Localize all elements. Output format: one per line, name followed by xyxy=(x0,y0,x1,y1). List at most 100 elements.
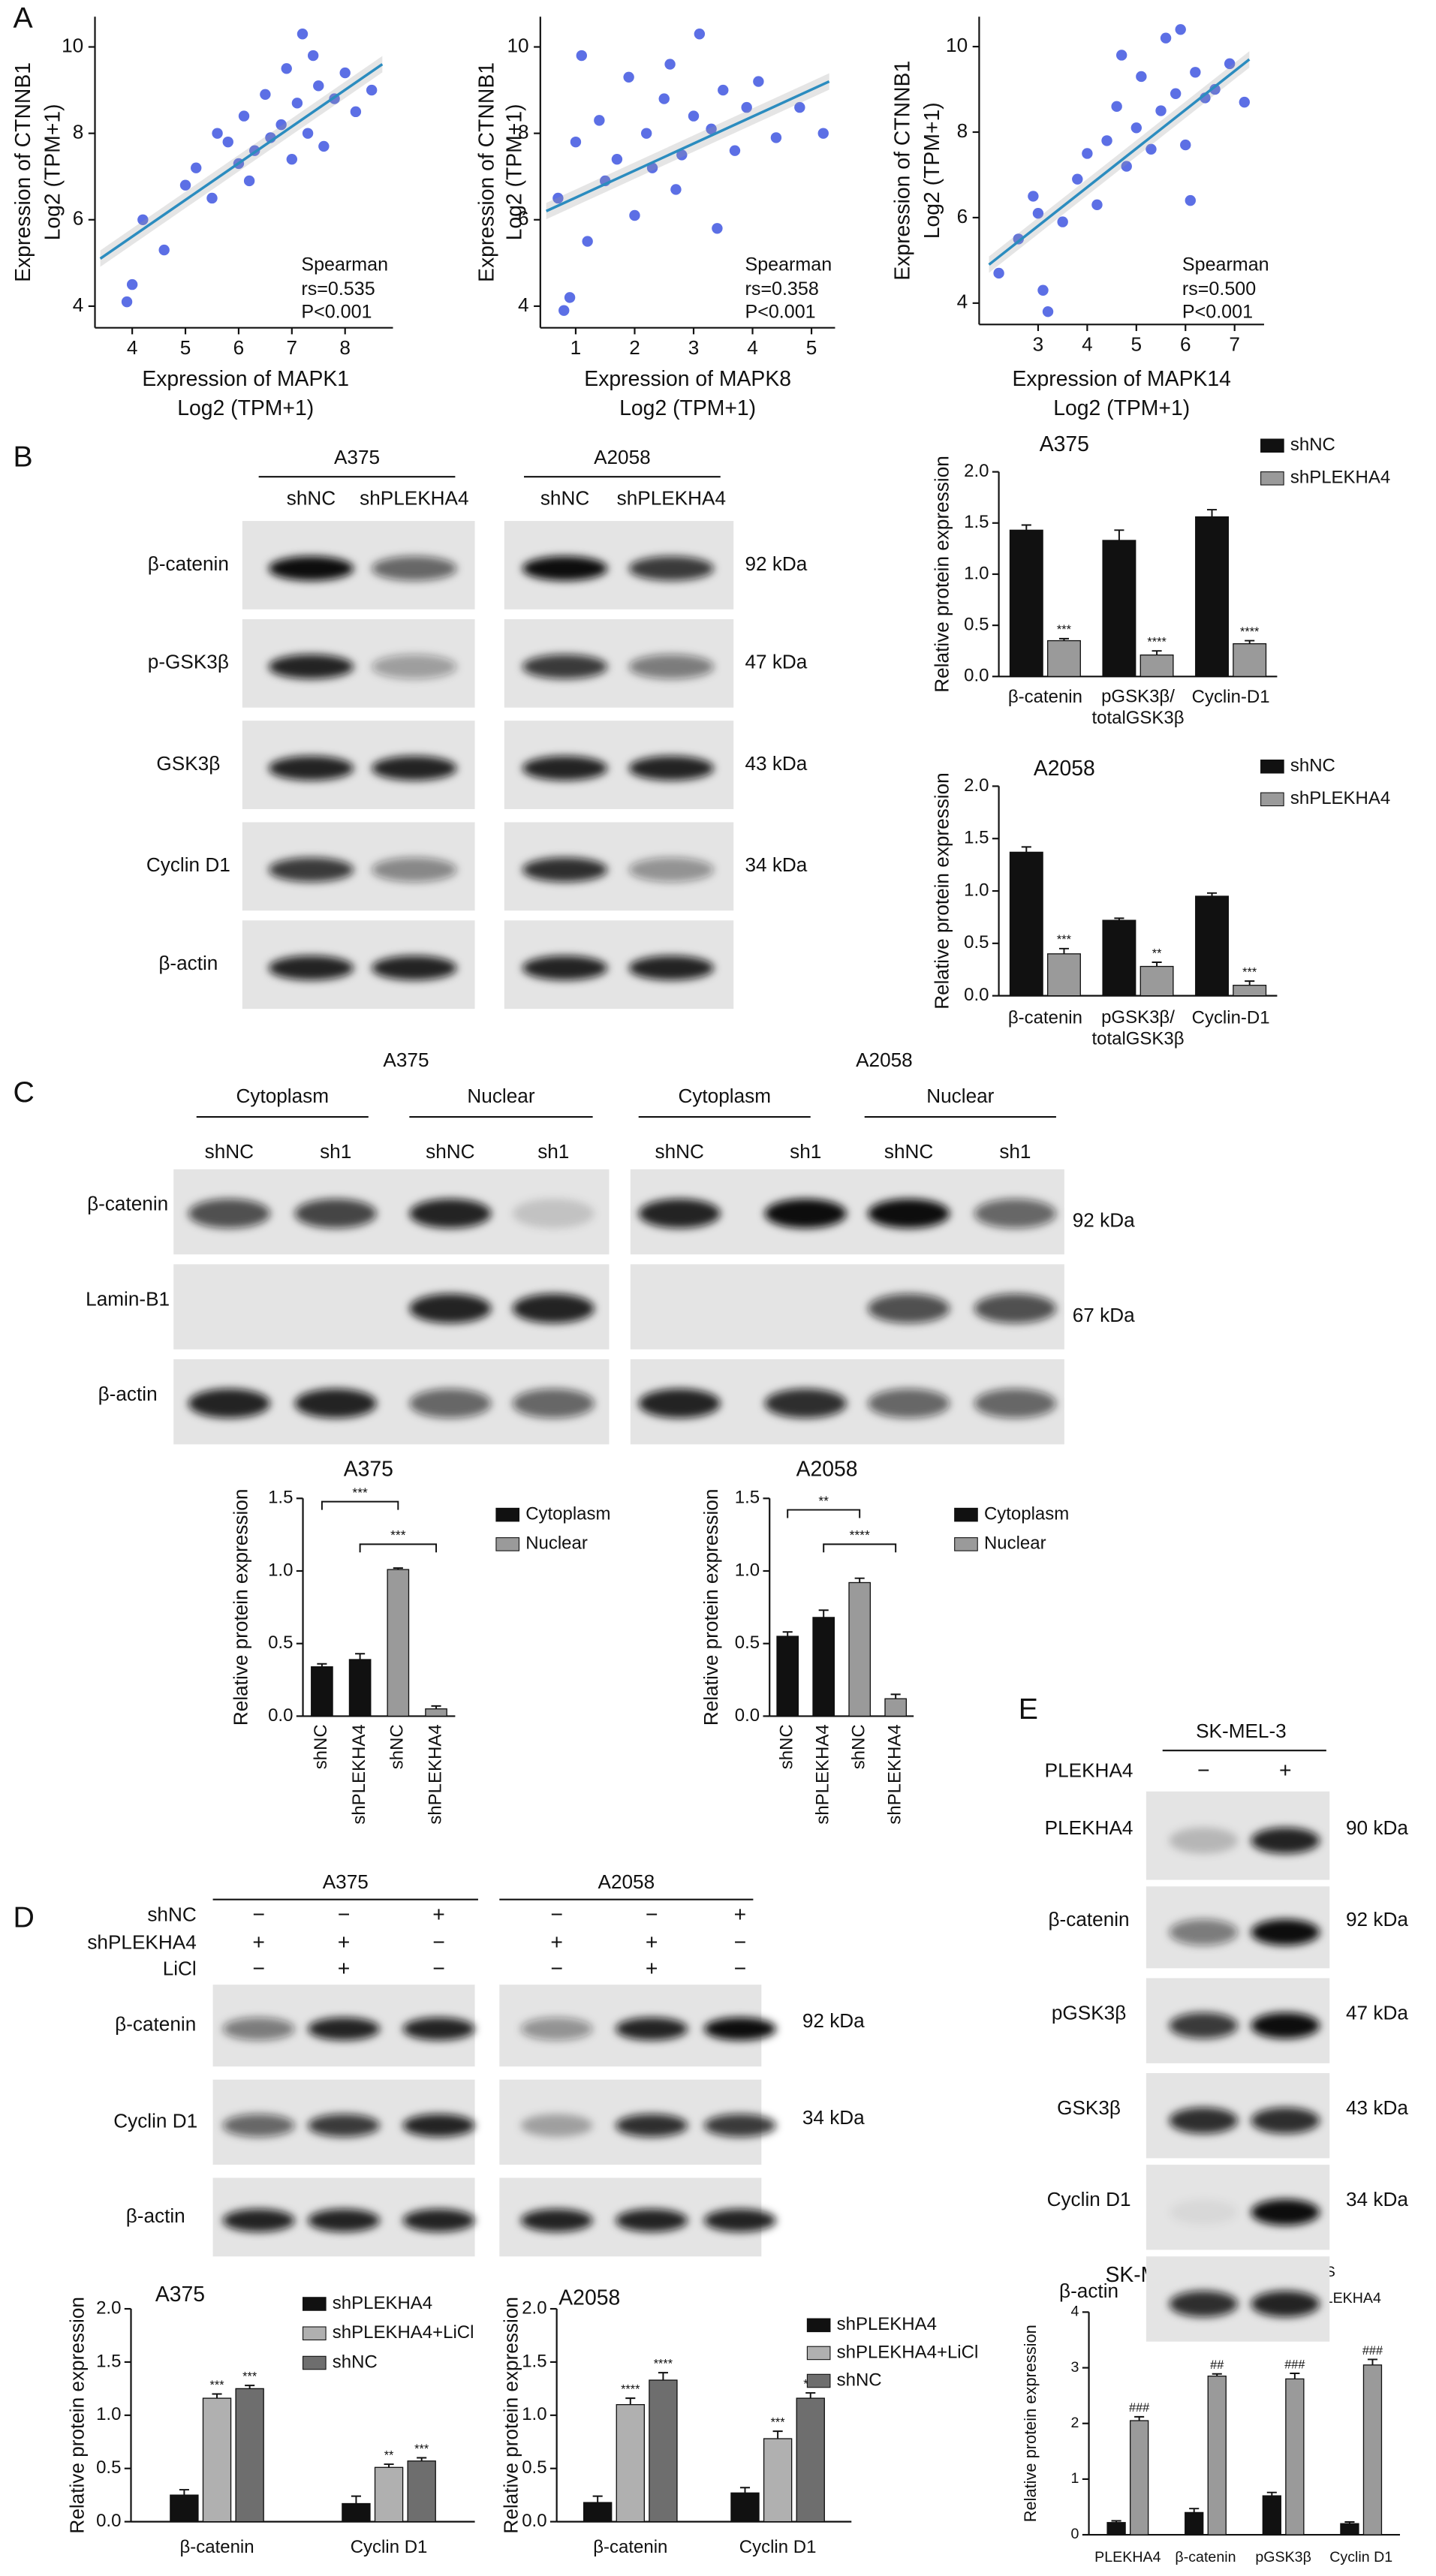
lane-label: shNC xyxy=(426,1140,474,1163)
x-axis-label: Log2 (TPM+1) xyxy=(1053,396,1190,420)
size-label: 92 kDa xyxy=(1073,1209,1135,1232)
point xyxy=(594,115,605,126)
y-tick-label: 1.0 xyxy=(268,1560,293,1580)
bar xyxy=(1185,2511,1204,2535)
point xyxy=(350,106,362,118)
blot-band xyxy=(868,1199,950,1229)
blot-band xyxy=(764,1199,847,1229)
y-tick-label: 3 xyxy=(1071,2359,1079,2376)
point xyxy=(552,192,564,204)
blot-band xyxy=(638,1199,721,1229)
point xyxy=(1175,24,1186,35)
size-label: 43 kDa xyxy=(745,752,807,775)
bar xyxy=(374,2466,404,2523)
x-tick-label: β-catenin xyxy=(1008,1008,1082,1028)
row-label: β-catenin xyxy=(87,1193,168,1215)
chart-title: A375 xyxy=(344,1458,393,1482)
size-label: 34 kDa xyxy=(1346,2188,1408,2210)
x-tick-label: 4 xyxy=(127,336,138,359)
y-tick-label: 0.5 xyxy=(735,1633,760,1653)
x-tick-label: 6 xyxy=(1180,333,1191,356)
y-tick-label: 4 xyxy=(73,293,84,316)
blot-band xyxy=(372,654,457,679)
point xyxy=(281,63,292,74)
condition-label: LiCl xyxy=(163,1957,197,1979)
bar xyxy=(1262,2495,1281,2535)
y-tick-label: 0.5 xyxy=(268,1633,293,1653)
blot-band xyxy=(628,756,715,781)
legend-swatch xyxy=(1260,792,1284,807)
blot-band xyxy=(638,1389,721,1419)
bar xyxy=(1362,2364,1383,2535)
point xyxy=(676,149,688,161)
x-tick-label: Cyclin-D1 xyxy=(1192,1008,1270,1028)
point xyxy=(688,110,700,122)
x-tick-label: shNC xyxy=(849,1724,869,1769)
fit-line xyxy=(545,80,830,212)
blot-band xyxy=(1169,2198,1239,2225)
blot-band xyxy=(974,1293,1056,1323)
legend-swatch xyxy=(806,2373,831,2388)
point xyxy=(137,214,149,225)
blot-band xyxy=(520,2114,593,2138)
y-tick-label: 1.0 xyxy=(735,1560,760,1580)
significance: *** xyxy=(771,2415,786,2429)
legend-label: shNC xyxy=(333,2352,378,2372)
significance: *** xyxy=(242,2370,257,2384)
point xyxy=(1082,148,1093,159)
x-tick-label: 3 xyxy=(688,336,700,359)
x-tick-label: 5 xyxy=(806,336,817,359)
error-bar xyxy=(1021,846,1031,853)
blot-band xyxy=(1251,1918,1320,1946)
point xyxy=(1121,161,1132,172)
sign: + xyxy=(734,1903,747,1927)
sign: − xyxy=(338,1903,351,1927)
y-tick-label: 10 xyxy=(507,34,528,56)
bar xyxy=(1195,895,1229,997)
blot-band xyxy=(294,1389,377,1419)
error-bar xyxy=(625,2397,636,2405)
error-bar xyxy=(1344,2521,1355,2524)
x-tick-label: pGSK3β/totalGSK3β xyxy=(1091,687,1184,728)
point xyxy=(243,175,255,187)
error-bar xyxy=(592,2495,603,2503)
y-axis-label: Relative protein expression xyxy=(930,772,953,1010)
bar xyxy=(425,1708,447,1717)
blot-band xyxy=(868,1389,950,1419)
legend-swatch xyxy=(1260,471,1284,486)
point xyxy=(179,179,191,191)
x-tick-label: β-catenin xyxy=(1175,2549,1236,2565)
annotation: Spearman xyxy=(301,254,388,275)
legend-swatch xyxy=(954,1507,978,1522)
row-label: Cyclin D1 xyxy=(1047,2188,1131,2210)
y-tick-label: 1.0 xyxy=(964,880,989,900)
point xyxy=(307,50,319,62)
significance: **** xyxy=(1147,636,1167,649)
blot-band xyxy=(372,555,457,581)
x-tick-label: shNC xyxy=(387,1724,408,1769)
blot-band xyxy=(522,857,608,883)
row-label: β-actin xyxy=(126,2204,185,2227)
significance: **** xyxy=(621,2383,640,2397)
size-label: 34 kDa xyxy=(745,853,807,876)
bar xyxy=(407,2460,436,2523)
legend-swatch xyxy=(806,2318,831,2333)
point xyxy=(1091,199,1103,211)
chart-title: A2058 xyxy=(1034,757,1095,781)
blot-band xyxy=(1169,1918,1239,1946)
point xyxy=(694,29,706,40)
blot-band xyxy=(372,955,457,980)
point xyxy=(286,153,298,165)
bar xyxy=(649,2379,678,2523)
point xyxy=(1101,135,1112,146)
blot-band xyxy=(1169,2012,1239,2039)
point xyxy=(1130,122,1142,134)
y-axis-label: Expression of CTNNB1 xyxy=(475,62,499,282)
annotation: rs=0.500 xyxy=(1182,278,1256,299)
blot-band xyxy=(1251,2107,1320,2134)
x-tick-label: β-catenin xyxy=(179,2537,254,2557)
y-tick-label: 8 xyxy=(73,121,84,143)
blot-band xyxy=(974,1389,1056,1419)
